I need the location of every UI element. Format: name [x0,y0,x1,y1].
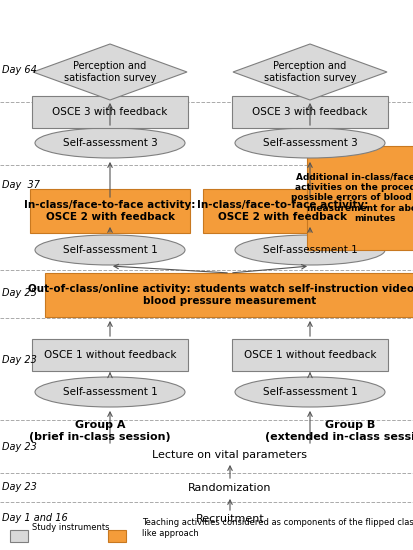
Polygon shape [233,44,387,100]
Text: Group A
(brief in-class session): Group A (brief in-class session) [29,420,171,442]
Text: Self-assessment 1: Self-assessment 1 [63,245,157,255]
Text: Study instruments: Study instruments [32,524,109,532]
Text: Additional in-class/face-to-face
activities on the procedure and
possible errors: Additional in-class/face-to-face activit… [291,173,413,223]
FancyBboxPatch shape [203,189,363,233]
FancyBboxPatch shape [232,96,388,128]
Text: Self-assessment 1: Self-assessment 1 [63,387,157,397]
Text: Perception and
satisfaction survey: Perception and satisfaction survey [264,61,356,83]
Ellipse shape [235,235,385,265]
Ellipse shape [35,377,185,407]
Text: Day 25: Day 25 [2,288,37,298]
Text: Day 64: Day 64 [2,65,37,75]
Text: Self-assessment 1: Self-assessment 1 [263,245,357,255]
Text: Group B
(extended in-class session): Group B (extended in-class session) [265,420,413,442]
FancyBboxPatch shape [108,530,126,542]
Text: Perception and
satisfaction survey: Perception and satisfaction survey [64,61,156,83]
Text: Self-assessment 3: Self-assessment 3 [63,138,157,148]
Ellipse shape [35,235,185,265]
Text: In-class/face-to-face activity:
OSCE 2 with feedback: In-class/face-to-face activity: OSCE 2 w… [197,200,369,222]
Text: Self-assessment 1: Self-assessment 1 [263,387,357,397]
Text: In-class/face-to-face activity:
OSCE 2 with feedback: In-class/face-to-face activity: OSCE 2 w… [24,200,196,222]
Text: Day 1 and 16: Day 1 and 16 [2,513,68,523]
Text: Randomization: Randomization [188,483,272,493]
Text: Teaching activities considered as components of the flipped classroom-
like appr: Teaching activities considered as compon… [142,518,413,538]
FancyBboxPatch shape [45,273,413,317]
Ellipse shape [235,377,385,407]
Text: Recruitment: Recruitment [196,514,264,524]
Text: Day  37: Day 37 [2,180,40,190]
FancyBboxPatch shape [10,530,28,542]
Text: Day 23: Day 23 [2,482,37,492]
FancyBboxPatch shape [30,189,190,233]
FancyBboxPatch shape [32,96,188,128]
Text: OSCE 1 without feedback: OSCE 1 without feedback [244,350,376,360]
Ellipse shape [35,128,185,158]
FancyBboxPatch shape [232,339,388,371]
Text: Out-of-class/online activity: students watch self-instruction video on
blood pre: Out-of-class/online activity: students w… [28,284,413,306]
Text: OSCE 3 with feedback: OSCE 3 with feedback [252,107,368,117]
Text: Lecture on vital parameters: Lecture on vital parameters [152,450,308,460]
FancyBboxPatch shape [307,146,413,250]
Text: Day 23: Day 23 [2,442,37,452]
Text: OSCE 1 without feedback: OSCE 1 without feedback [44,350,176,360]
Ellipse shape [235,128,385,158]
Text: Self-assessment 3: Self-assessment 3 [263,138,357,148]
FancyBboxPatch shape [32,339,188,371]
Text: Day 23: Day 23 [2,355,37,365]
Polygon shape [33,44,187,100]
Text: OSCE 3 with feedback: OSCE 3 with feedback [52,107,168,117]
